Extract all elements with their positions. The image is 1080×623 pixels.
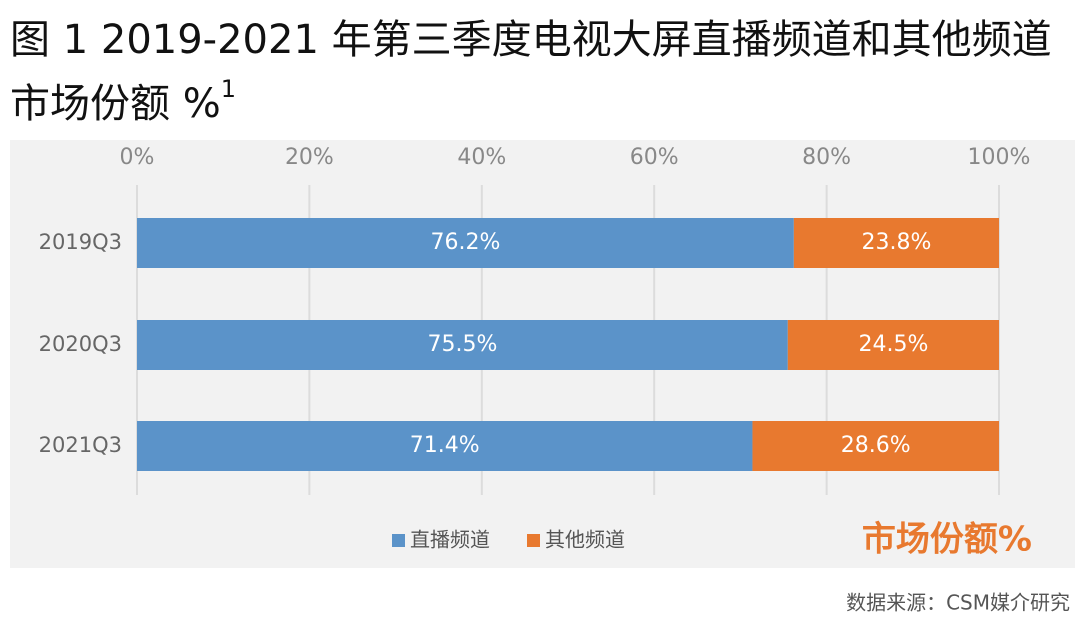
title-note: 1 (220, 75, 237, 103)
legend-label: 其他频道 (545, 528, 625, 552)
bar-segment (787, 320, 999, 370)
data-label: 28.6% (841, 433, 911, 458)
x-tick-label: 0% (120, 145, 155, 170)
x-tick-label: 20% (285, 145, 334, 170)
title-block: 图 1 2019-2021 年第三季度电视大屏直播频道和其他频道市场份额 %1 (10, 8, 1080, 136)
legend-swatch (392, 534, 405, 547)
x-tick-label: 100% (968, 145, 1031, 170)
data-label: 75.5% (427, 332, 497, 357)
legend-label: 直播频道 (410, 528, 490, 552)
chart-title: 图 1 2019-2021 年第三季度电视大屏直播频道和其他频道市场份额 % (10, 17, 1052, 127)
data-label: 23.8% (861, 230, 931, 255)
bar-segment (137, 320, 788, 370)
y-tick-label: 2019Q3 (39, 230, 122, 254)
x-tick-label: 80% (802, 145, 851, 170)
x-tick-label: 40% (457, 145, 506, 170)
x-tick-label: 60% (630, 145, 679, 170)
annotation: 市场份额% (862, 520, 1032, 560)
bar-segment (137, 218, 794, 268)
y-tick-label: 2021Q3 (39, 433, 122, 457)
bar-segment (137, 421, 753, 471)
bar-segment (793, 218, 999, 268)
y-tick-label: 2020Q3 (39, 332, 122, 356)
data-label: 24.5% (858, 332, 928, 357)
bar-segment (752, 421, 999, 471)
legend-swatch (527, 534, 540, 547)
data-label: 76.2% (430, 230, 500, 255)
source: 数据来源：CSM媒介研究 (846, 591, 1070, 615)
data-label: 71.4% (410, 433, 480, 458)
